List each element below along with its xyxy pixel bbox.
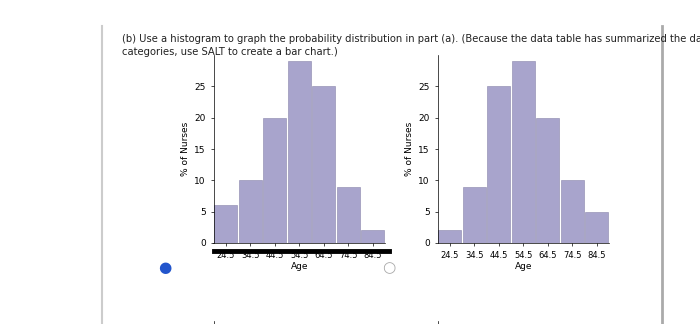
Text: ●: ●	[158, 260, 171, 275]
Bar	[536, 118, 559, 243]
Y-axis label: % of Nurses: % of Nurses	[181, 122, 190, 176]
Bar	[214, 205, 237, 243]
X-axis label: Age: Age	[514, 262, 532, 272]
Text: (b) Use a histogram to graph the probability distribution in part (a). (Because : (b) Use a histogram to graph the probabi…	[122, 34, 700, 44]
Bar	[263, 118, 286, 243]
Text: ■ webassign.net: ■ webassign.net	[300, 6, 400, 19]
Bar	[512, 61, 535, 243]
Text: ○: ○	[382, 260, 395, 275]
Bar	[239, 180, 262, 243]
Text: categories, use SALT to create a bar chart.): categories, use SALT to create a bar cha…	[122, 47, 338, 57]
Bar	[585, 212, 608, 243]
Bar	[561, 180, 584, 243]
Bar	[312, 87, 335, 243]
Bar	[361, 230, 384, 243]
Bar	[487, 87, 510, 243]
X-axis label: Age: Age	[290, 262, 308, 272]
Bar	[337, 187, 360, 243]
Y-axis label: % of Nurses: % of Nurses	[405, 122, 414, 176]
Bar	[463, 187, 486, 243]
Bar	[288, 61, 311, 243]
Bar	[438, 230, 461, 243]
